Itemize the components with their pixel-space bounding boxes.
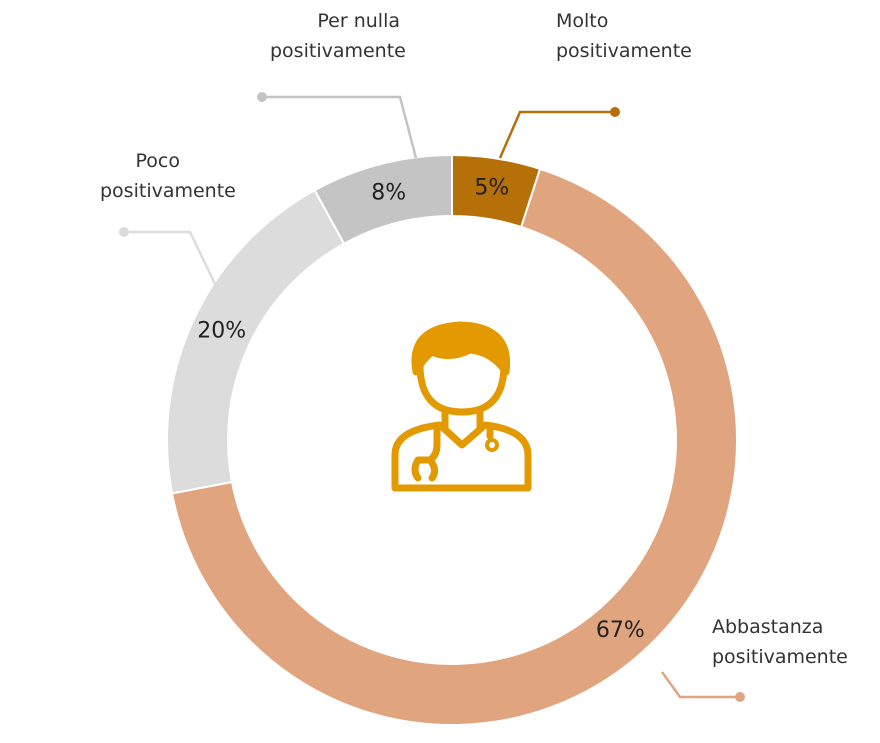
leader-dot	[119, 227, 129, 237]
category-label: Poco positivamente	[100, 150, 236, 202]
doctor-icon	[391, 321, 532, 492]
category-label: Per nulla positivamente	[270, 10, 406, 62]
leader-line	[660, 671, 740, 699]
slice	[313, 153, 453, 246]
slices	[166, 153, 738, 726]
labels: 5% 67% 20% 8%	[119, 92, 745, 702]
category-label: Abbastanza positivamente	[712, 616, 848, 668]
slice	[166, 188, 346, 495]
leader-dot	[257, 92, 267, 102]
leader-line	[262, 95, 418, 159]
leader-dot	[735, 692, 745, 702]
value-label: 8%	[371, 180, 406, 205]
value-label: 67%	[596, 618, 645, 643]
value-label: 5%	[474, 176, 509, 201]
leader-dot	[610, 107, 620, 117]
leader-line	[124, 230, 217, 285]
leader-line	[498, 110, 615, 159]
slice	[170, 167, 738, 726]
category-label: Molto positivamente	[556, 10, 692, 62]
value-label: 20%	[197, 319, 246, 344]
